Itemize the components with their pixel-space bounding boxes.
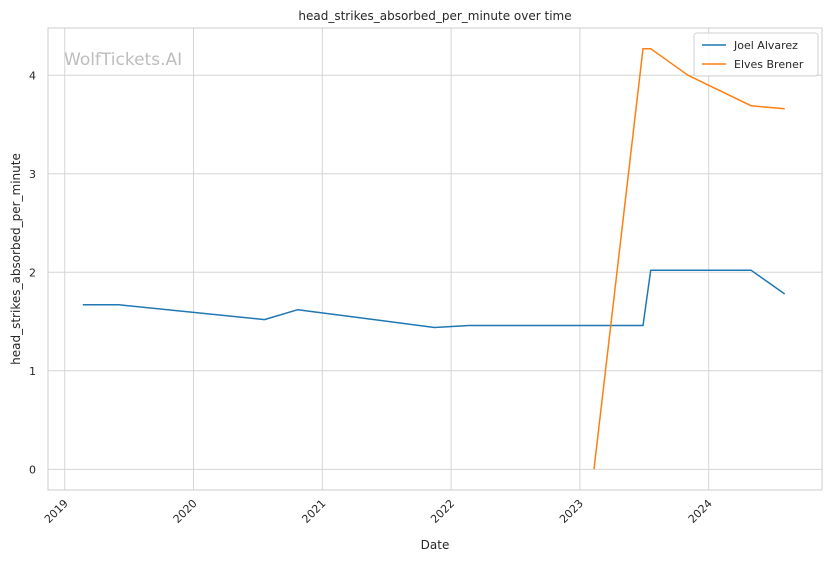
y-tick-label: 2 <box>29 266 36 279</box>
legend-label-joel-alvarez: Joel Alvarez <box>733 39 798 52</box>
series-line-elves-brener <box>593 47 785 470</box>
y-tick-label: 3 <box>29 168 36 181</box>
y-tick-label: 4 <box>29 69 36 82</box>
series-line-joel-alvarez <box>82 269 786 329</box>
x-axis-title: Date <box>421 538 450 552</box>
y-tick-label: 0 <box>29 463 36 476</box>
grid-lines <box>48 28 822 490</box>
y-tick-label: 1 <box>29 365 36 378</box>
legend: Joel Alvarez Elves Brener <box>693 32 819 77</box>
legend-box <box>693 32 819 77</box>
y-axis-ticks: 0 1 2 3 4 <box>29 69 36 476</box>
legend-label-elves-brener: Elves Brener <box>734 58 804 71</box>
y-axis-title: head_strikes_absorbed_per_minute <box>9 153 23 365</box>
watermark-text: WolfTickets.AI <box>64 50 182 70</box>
series-lines <box>82 47 786 470</box>
chart-title: head_strikes_absorbed_per_minute over ti… <box>298 9 571 23</box>
plot-area <box>47 27 823 491</box>
